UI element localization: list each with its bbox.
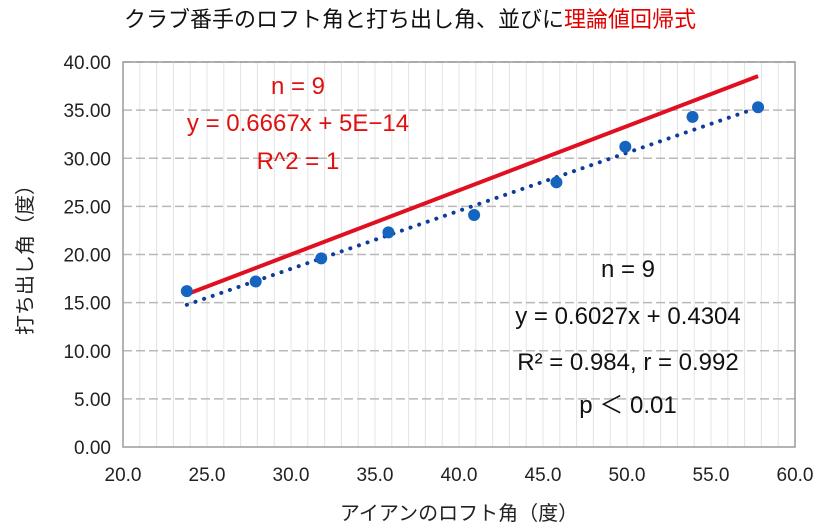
x-tick-label: 30.0	[273, 465, 310, 486]
chart-title: クラブ番手のロフト角と打ち出し角、並びに理論値回帰式	[0, 2, 820, 34]
y-axis-ticks: 0.00 5.00 10.00 15.00 20.00 25.00 30.00 35.00 40…	[63, 53, 111, 459]
theoretical-regression-line	[186, 74, 759, 297]
theoretical-equation: y = 0.6667x + 5E−14	[187, 110, 409, 137]
measured-annotation: n = 9 y = 0.6027x + 0.4304 R² = 0.984, r…	[515, 256, 741, 419]
regression-lines	[184, 74, 761, 307]
x-tick-label: 25.0	[189, 465, 226, 486]
theoretical-n: n = 9	[271, 73, 325, 100]
data-points	[180, 101, 765, 298]
x-tick-label: 20.0	[105, 465, 142, 486]
y-axis-label: 打ち出し角（度）	[13, 175, 37, 335]
data-point	[468, 209, 481, 222]
y-tick-label: 35.00	[63, 101, 111, 122]
x-axis-ticks: 20.0 25.0 30.0 35.0 40.0 45.0 50.0 55.0 60.0	[105, 465, 814, 486]
data-point	[249, 275, 262, 288]
y-tick-label: 0.00	[74, 438, 111, 459]
theoretical-annotation: n = 9 y = 0.6667x + 5E−14 R^2 = 1	[187, 73, 409, 175]
data-point	[315, 252, 328, 265]
chart-title-highlight: 理論値回帰式	[564, 8, 697, 33]
y-tick-label: 20.00	[63, 246, 111, 267]
x-axis-label: アイアンのロフト角（度）	[340, 501, 578, 525]
y-tick-label: 40.00	[63, 53, 111, 74]
data-point	[180, 285, 193, 298]
grid-lines	[123, 61, 795, 447]
y-tick-label: 10.00	[63, 342, 111, 363]
measured-p-value: p ＜ 0.01	[579, 392, 676, 419]
x-tick-label: 40.0	[441, 465, 478, 486]
data-point	[550, 176, 563, 189]
y-tick-label: 5.00	[74, 390, 111, 411]
data-point	[752, 101, 765, 114]
plot-area-border	[122, 61, 796, 448]
x-tick-label: 60.0	[777, 465, 814, 486]
x-tick-label: 35.0	[357, 465, 394, 486]
measured-equation: y = 0.6027x + 0.4304	[515, 303, 741, 330]
x-tick-label: 55.0	[693, 465, 730, 486]
y-tick-label: 15.00	[63, 294, 111, 315]
measured-n: n = 9	[601, 256, 655, 283]
data-point	[619, 140, 632, 153]
y-tick-label: 30.00	[63, 149, 111, 170]
x-tick-label: 50.0	[609, 465, 646, 486]
measured-r2-r: R² = 0.984, r = 0.992	[517, 349, 738, 376]
chart-title-main: クラブ番手のロフト角と打ち出し角、並びに	[123, 8, 564, 33]
y-tick-label: 25.00	[63, 197, 111, 218]
data-point	[382, 226, 395, 239]
data-point	[686, 110, 699, 123]
theoretical-r2: R^2 = 1	[257, 148, 340, 175]
x-tick-label: 45.0	[525, 465, 562, 486]
measured-trendline-line	[184, 105, 761, 307]
